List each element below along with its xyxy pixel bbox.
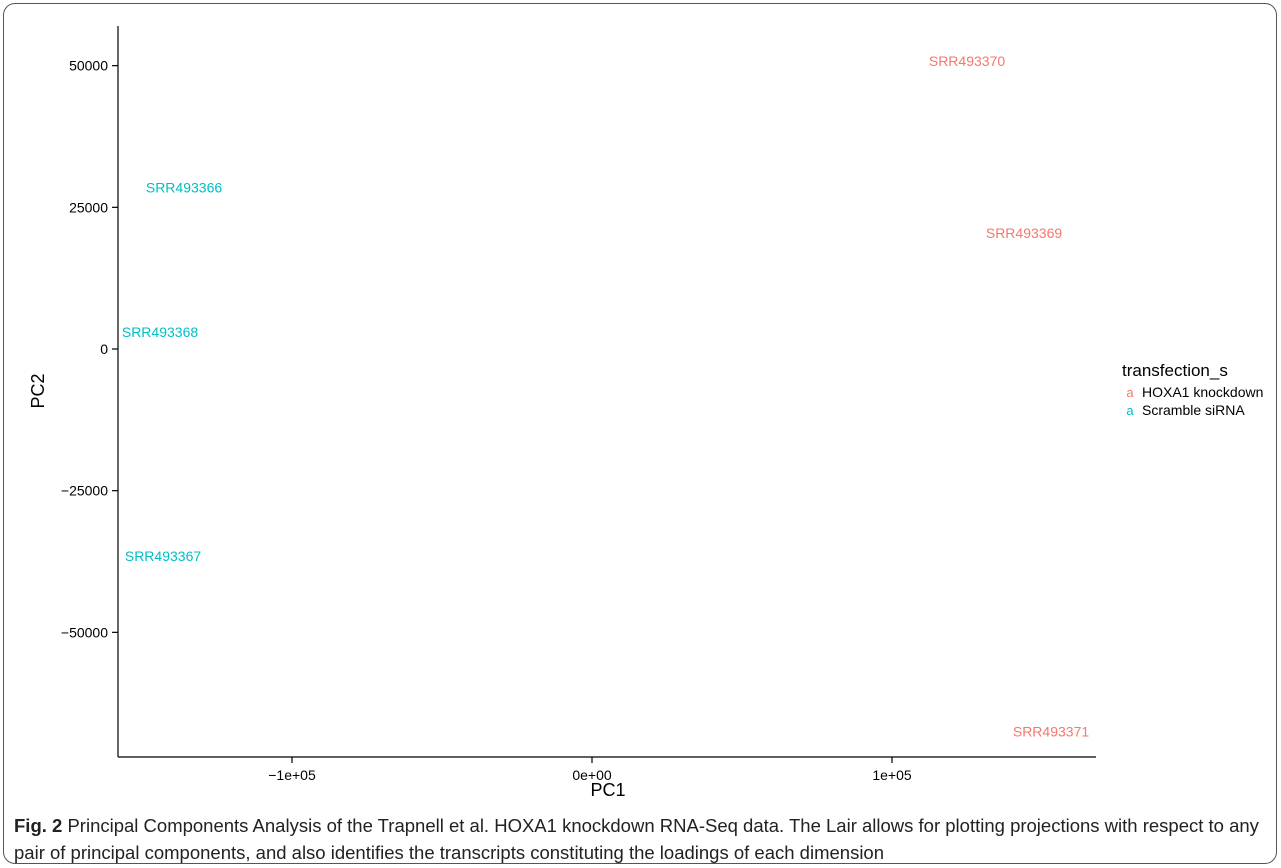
x-ticks: −1e+05 0e+00 1e+05	[268, 757, 912, 783]
data-labels: SRR493370 SRR493369 SRR493371 SRR493366 SRR4…	[122, 53, 1089, 739]
point-label: SRR493369	[986, 225, 1062, 241]
point-label: SRR493368	[122, 324, 198, 340]
pca-scatter-plot: −1e+05 0e+00 1e+05 50000 25000 0 −25000 −50000…	[28, 26, 1263, 800]
point-label: SRR493370	[929, 53, 1005, 69]
caption-text: Principal Components Analysis of the Tra…	[14, 815, 1259, 863]
figure-frame	[3, 3, 1277, 864]
point-label: SRR493366	[146, 180, 222, 196]
caption-label: Fig. 2	[14, 815, 63, 836]
y-tick-label: 25000	[69, 199, 108, 215]
x-axis-title: PC1	[590, 780, 625, 800]
legend-label: HOXA1 knockdown	[1142, 384, 1263, 400]
y-axis-title: PC2	[28, 373, 48, 408]
x-tick-label: −1e+05	[268, 767, 316, 783]
x-tick-label: 0e+00	[572, 767, 612, 783]
y-tick-label: −50000	[61, 624, 108, 640]
point-label: SRR493367	[125, 548, 201, 564]
legend: transfection_s a HOXA1 knockdown a Scramble…	[1122, 361, 1263, 418]
x-tick-label: 1e+05	[872, 767, 912, 783]
legend-key: a	[1126, 403, 1134, 418]
y-tick-label: −25000	[61, 483, 108, 499]
legend-label: Scramble siRNA	[1142, 402, 1245, 418]
point-label: SRR493371	[1013, 724, 1089, 740]
legend-entries: a HOXA1 knockdown a Scramble siRNA	[1126, 384, 1263, 418]
legend-key: a	[1126, 385, 1134, 400]
y-tick-label: 50000	[69, 58, 108, 74]
y-tick-label: 0	[100, 341, 108, 357]
figure-caption: Fig. 2 Principal Components Analysis of …	[14, 812, 1276, 866]
legend-title: transfection_s	[1122, 361, 1228, 380]
y-ticks: 50000 25000 0 −25000 −50000	[61, 58, 118, 640]
